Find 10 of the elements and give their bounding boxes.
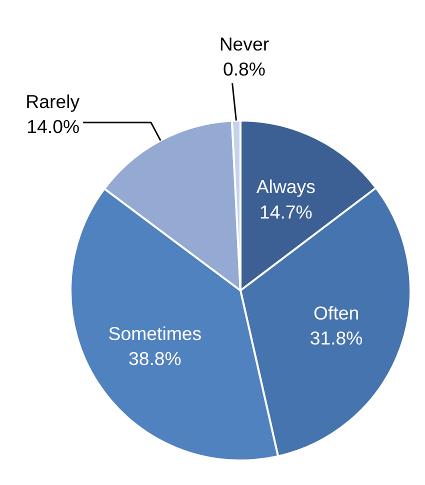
slice-label: Rarely [26,90,80,112]
data-label: 0.8% [222,58,266,80]
data-label: 14.0% [26,116,80,138]
slice-label: Never [219,34,270,55]
slice-label: Always [256,176,316,198]
slice-label: Often [314,302,360,324]
slice-label: Sometimes [108,322,202,344]
data-label: 14.7% [259,201,312,222]
data-label: 38.8% [128,348,182,370]
data-label: 31.8% [310,328,363,349]
